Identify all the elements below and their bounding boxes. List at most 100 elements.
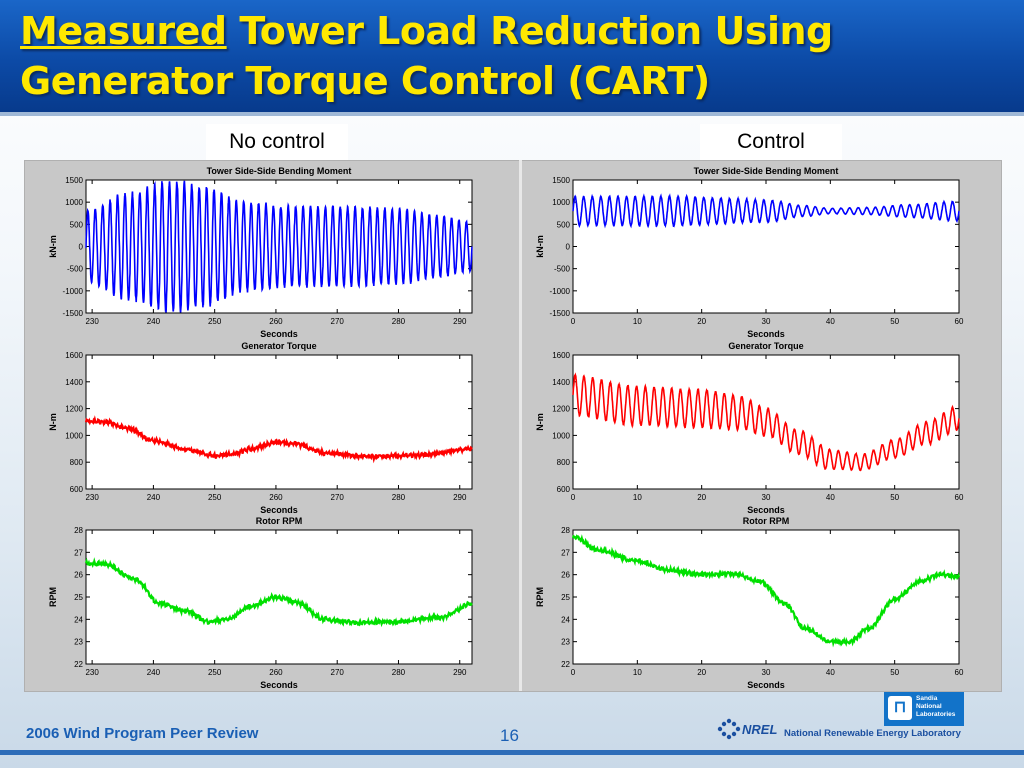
y-tick-label: 1400 [65,378,83,387]
y-axis-label: RPM [48,587,58,607]
label-no-control: No control [206,124,348,160]
y-tick-label: 1000 [65,431,83,440]
y-tick-label: 0 [566,243,571,252]
y-tick-label: -1000 [63,287,84,296]
x-axis-label: Seconds [260,680,298,690]
y-axis-label: kN-m [48,235,58,258]
series-line [573,196,959,226]
x-tick-label: 280 [392,493,406,502]
footer-conference: 2006 Wind Program Peer Review [26,725,259,742]
chart-title: Tower Side-Side Bending Moment [207,166,352,176]
y-tick-label: 1000 [65,198,83,207]
chart-title: Rotor RPM [743,516,790,526]
x-tick-label: 230 [85,668,99,677]
plot-area [85,354,473,490]
x-tick-label: 60 [955,493,964,502]
x-tick-label: 250 [208,493,222,502]
x-tick-label: 50 [890,668,899,677]
x-tick-label: 290 [453,668,467,677]
x-tick-label: 260 [269,493,283,502]
y-tick-label: 24 [74,615,83,624]
series-line [573,536,959,644]
x-tick-label: 20 [697,317,706,326]
plot-area [572,179,960,314]
y-tick-label: 25 [561,593,570,602]
nrel-name: National Renewable Energy Laboratory [784,728,961,739]
chart-title: Generator Torque [728,341,803,351]
x-tick-label: 290 [453,493,467,502]
nrel-logo-icon: NREL [717,718,777,740]
chart-title: Rotor RPM [256,516,303,526]
x-tick-label: 240 [147,668,161,677]
footer-line [0,750,1024,755]
y-tick-label: -500 [67,265,84,274]
y-tick-label: 28 [74,526,83,535]
x-tick-label: 260 [269,317,283,326]
y-tick-label: 1400 [552,378,570,387]
x-tick-label: 10 [633,493,642,502]
y-tick-label: 1000 [552,431,570,440]
x-tick-label: 250 [208,668,222,677]
x-tick-label: 280 [392,668,406,677]
x-tick-label: 40 [826,317,835,326]
y-tick-label: 1500 [552,176,570,185]
y-tick-label: 500 [70,220,84,229]
y-tick-label: 23 [74,638,83,647]
y-tick-label: -500 [554,265,571,274]
x-tick-label: 270 [331,668,345,677]
y-tick-label: 1600 [65,351,83,360]
sandia-logo: ⊓ Sandia National Laboratories [884,692,964,726]
y-tick-label: 26 [561,571,570,580]
x-tick-label: 20 [697,493,706,502]
y-axis-label: N-m [48,413,58,431]
title-bar: Measured Tower Load Reduction Using Gene… [0,0,1024,112]
title-emphasis: Measured [20,9,227,53]
y-tick-label: -1000 [550,287,571,296]
y-axis-label: N-m [535,413,545,431]
x-axis-label: Seconds [747,329,785,339]
y-tick-label: 23 [561,638,570,647]
x-tick-label: 0 [571,493,576,502]
series-line [86,181,472,313]
x-tick-label: 230 [85,317,99,326]
x-tick-label: 290 [453,317,467,326]
svg-text:NREL: NREL [742,722,777,737]
x-tick-label: 30 [762,317,771,326]
y-tick-label: 800 [557,458,571,467]
x-tick-label: 0 [571,317,576,326]
x-tick-label: 30 [762,493,771,502]
x-tick-label: 240 [147,317,161,326]
x-tick-label: 250 [208,317,222,326]
x-axis-label: Seconds [260,505,298,515]
title-rest: Tower Load Reduction Using Generator Tor… [20,9,833,103]
x-tick-label: 280 [392,317,406,326]
y-tick-label: 27 [561,548,570,557]
y-tick-label: 600 [557,485,571,494]
sandia-text: Sandia National Laboratories [916,695,956,718]
label-control: Control [700,124,842,160]
x-tick-label: 10 [633,317,642,326]
y-tick-label: 24 [561,615,570,624]
y-tick-label: 25 [74,593,83,602]
chart-title: Tower Side-Side Bending Moment [694,166,839,176]
x-axis-label: Seconds [747,680,785,690]
y-tick-label: 26 [74,571,83,580]
y-tick-label: 22 [561,660,570,669]
series-line [86,419,472,459]
y-axis-label: RPM [535,587,545,607]
y-tick-label: 1600 [552,351,570,360]
x-tick-label: 60 [955,317,964,326]
x-axis-label: Seconds [747,505,785,515]
y-tick-label: 500 [557,220,571,229]
x-tick-label: 0 [571,668,576,677]
x-tick-label: 270 [331,493,345,502]
x-tick-label: 230 [85,493,99,502]
x-tick-label: 60 [955,668,964,677]
title-rule [0,112,1024,116]
y-tick-label: -1500 [63,309,84,318]
sandia-emblem-icon: ⊓ [888,696,912,720]
x-tick-label: 40 [826,493,835,502]
y-tick-label: -1500 [550,309,571,318]
y-tick-label: 800 [70,458,84,467]
y-axis-label: kN-m [535,235,545,258]
